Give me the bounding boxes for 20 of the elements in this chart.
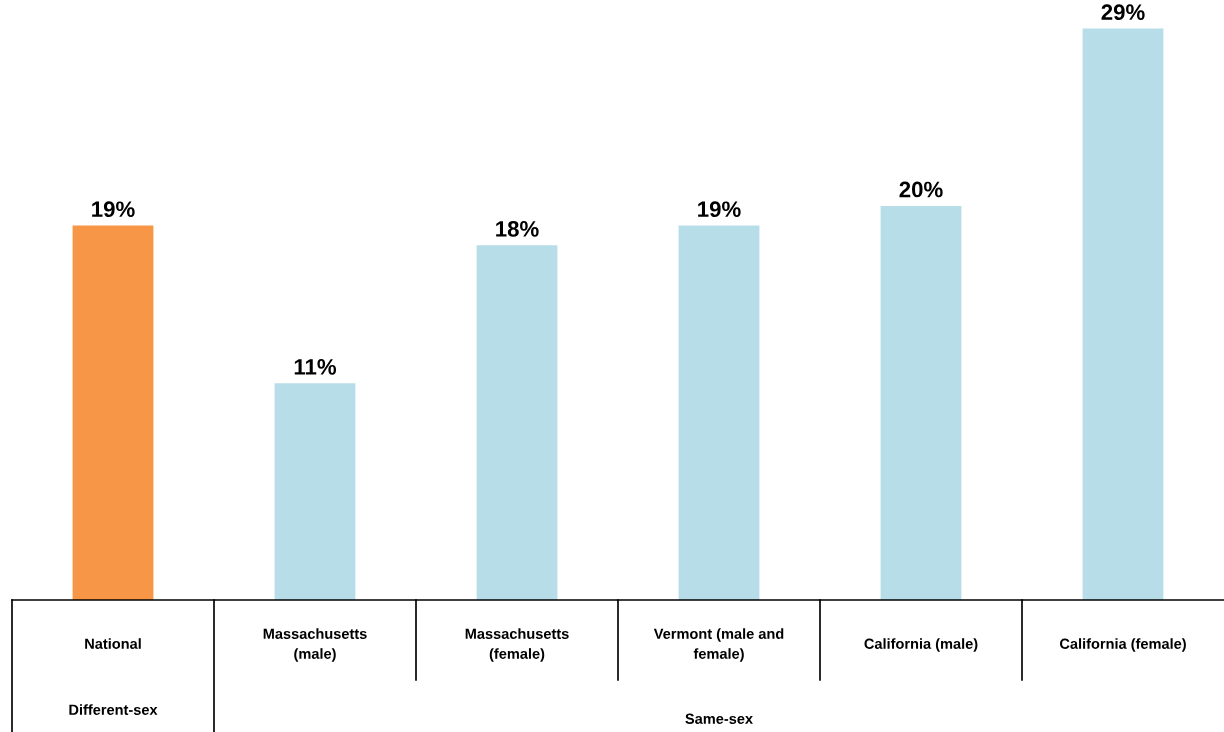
- x-tick-label: California (male): [864, 638, 978, 652]
- bar: [1082, 28, 1164, 600]
- x-tick-label: Massachusetts (male): [263, 628, 367, 662]
- bar: [476, 245, 558, 600]
- bar: [880, 205, 962, 600]
- x-tick-label: Massachusetts (female): [465, 628, 569, 662]
- data-label: 19%: [92, 201, 135, 218]
- text: Different-sex: [69, 704, 158, 715]
- bar: [274, 383, 356, 600]
- x-tick-label: National: [85, 638, 141, 649]
- data-label: 11%: [294, 359, 337, 375]
- data-label: 18%: [496, 221, 539, 237]
- bar: [678, 225, 760, 600]
- data-label: 20%: [899, 181, 943, 198]
- text: Same-sex: [685, 713, 753, 724]
- bar: [72, 225, 154, 600]
- x-tick-label: Vermont (male and female): [653, 628, 784, 662]
- data-label: 19%: [698, 201, 741, 218]
- x-tick-label: California (female): [1059, 638, 1186, 652]
- data-label: 29%: [1101, 4, 1145, 21]
